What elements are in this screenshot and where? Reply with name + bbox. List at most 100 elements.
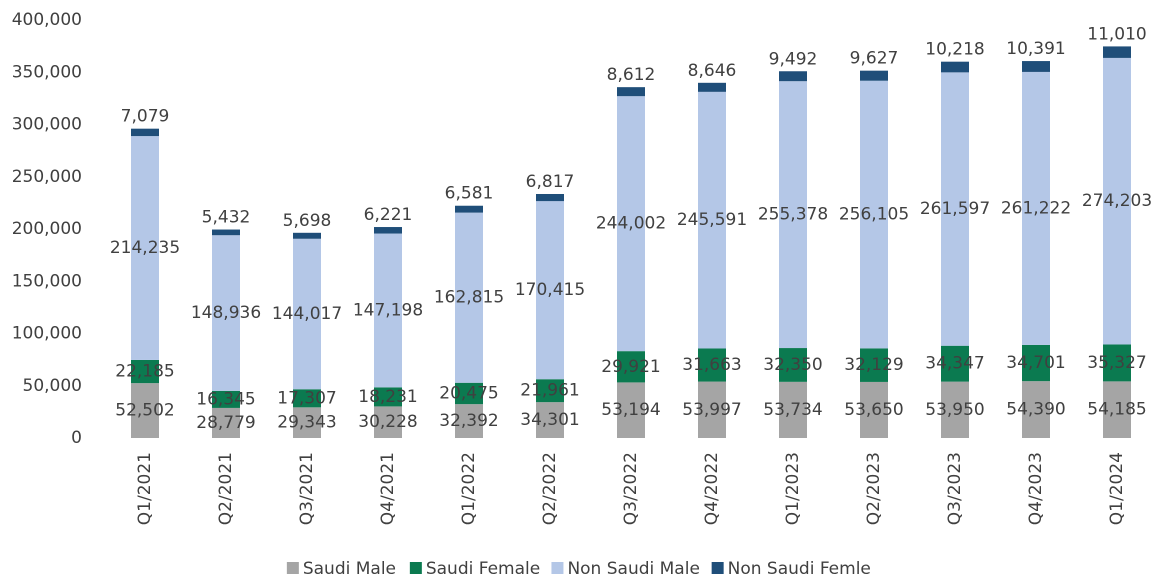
bar-segment xyxy=(131,359,159,384)
bar-segment xyxy=(617,87,645,97)
data-label: 9,627 xyxy=(850,49,899,69)
legend-label: Non Saudi Male xyxy=(567,559,699,579)
x-tick-label: Q3/2021 xyxy=(297,452,317,525)
bar-segment xyxy=(1103,46,1131,58)
data-label: 5,698 xyxy=(283,211,332,231)
bar-segment xyxy=(698,381,726,438)
data-label: 8,612 xyxy=(607,65,656,85)
bar-segment xyxy=(1103,344,1131,382)
data-label: 29,343 xyxy=(277,413,336,433)
data-label: 32,129 xyxy=(844,355,903,375)
data-label: 21,961 xyxy=(520,381,579,401)
data-label: 54,185 xyxy=(1087,400,1146,420)
bar-segment xyxy=(941,72,969,346)
data-label: 18,231 xyxy=(358,387,417,407)
bar-segment xyxy=(698,91,726,349)
data-label: 22,185 xyxy=(115,362,174,382)
bar-segment xyxy=(698,82,726,92)
bar-segment xyxy=(455,205,483,213)
data-label: 245,591 xyxy=(677,210,747,230)
x-tick-label: Q2/2021 xyxy=(216,452,236,525)
y-tick-label: 100,000 xyxy=(12,324,82,344)
bar-segment xyxy=(455,382,483,405)
legend-swatch xyxy=(711,562,724,574)
data-label: 144,017 xyxy=(272,304,342,324)
data-label: 53,650 xyxy=(844,400,903,420)
data-label: 53,734 xyxy=(763,400,822,420)
x-tick-label: Q4/2022 xyxy=(702,452,722,525)
data-label: 34,301 xyxy=(520,410,579,430)
bar-segment xyxy=(941,61,969,73)
bar-segment xyxy=(131,136,159,360)
data-label: 53,997 xyxy=(682,400,741,420)
data-label: 7,079 xyxy=(121,107,170,127)
y-tick-label: 0 xyxy=(71,428,82,448)
bar-segment xyxy=(779,381,807,438)
bar-segment xyxy=(212,229,240,236)
bar-segment xyxy=(617,96,645,352)
data-label: 214,235 xyxy=(110,238,180,258)
data-label: 6,817 xyxy=(526,172,575,192)
data-label: 52,502 xyxy=(115,401,174,421)
data-label: 261,222 xyxy=(1001,198,1071,218)
bar-segment xyxy=(536,201,564,380)
bar-segment xyxy=(617,382,645,438)
bar-segment xyxy=(293,407,321,438)
bar-segment xyxy=(374,227,402,234)
data-label: 32,392 xyxy=(439,411,498,431)
data-label: 170,415 xyxy=(515,280,585,300)
bar-segment xyxy=(212,390,240,408)
bar-segment xyxy=(779,348,807,382)
x-tick-label: Q1/2023 xyxy=(783,452,803,525)
legend-label: Non Saudi Femle xyxy=(728,559,871,579)
bar-segment xyxy=(1103,381,1131,438)
bar-segment xyxy=(617,351,645,383)
bar-segment xyxy=(698,348,726,382)
bar-segment xyxy=(212,407,240,438)
bar-segment xyxy=(455,212,483,383)
data-label: 256,105 xyxy=(839,205,909,225)
x-tick-label: Q1/2024 xyxy=(1107,452,1127,525)
bar-segment xyxy=(779,81,807,349)
legend-swatch xyxy=(551,562,564,574)
bar-segment xyxy=(536,379,564,403)
bar-segment xyxy=(293,238,321,390)
data-label: 9,492 xyxy=(769,49,818,69)
data-label: 244,002 xyxy=(596,214,666,234)
data-label: 16,345 xyxy=(196,389,255,409)
bar-segment xyxy=(779,71,807,82)
data-label: 31,663 xyxy=(682,355,741,375)
bar-segment xyxy=(860,70,888,81)
legend-label: Saudi Male xyxy=(303,559,396,579)
bar-segment xyxy=(1022,344,1050,382)
data-label: 34,701 xyxy=(1006,353,1065,373)
data-label: 274,203 xyxy=(1082,191,1152,211)
data-label: 53,194 xyxy=(601,400,660,420)
x-tick-label: Q3/2023 xyxy=(945,452,965,525)
legend-label: Saudi Female xyxy=(426,559,540,579)
bar-segment xyxy=(293,389,321,408)
data-label: 147,198 xyxy=(353,300,423,320)
y-tick-label: 350,000 xyxy=(12,62,82,82)
data-label: 8,646 xyxy=(688,61,737,81)
x-tick-label: Q1/2021 xyxy=(135,452,155,525)
bar-segment xyxy=(1022,381,1050,438)
x-tick-label: Q4/2021 xyxy=(378,452,398,525)
bar-segment xyxy=(455,404,483,438)
data-label: 29,921 xyxy=(601,357,660,377)
bar-segment xyxy=(536,402,564,438)
bar-segment xyxy=(374,387,402,407)
data-label: 162,815 xyxy=(434,288,504,308)
y-tick-label: 300,000 xyxy=(12,115,82,135)
bar-segment xyxy=(941,381,969,438)
data-label: 54,390 xyxy=(1006,400,1065,420)
bar-segment xyxy=(1022,71,1050,345)
bar-segment xyxy=(860,348,888,382)
legend-swatch xyxy=(286,562,299,574)
y-tick-label: 200,000 xyxy=(12,219,82,239)
data-label: 30,228 xyxy=(358,412,417,432)
x-tick-label: Q2/2022 xyxy=(540,452,560,525)
bar-segment xyxy=(374,233,402,388)
data-label: 261,597 xyxy=(920,199,990,219)
bar-segment xyxy=(536,193,564,202)
